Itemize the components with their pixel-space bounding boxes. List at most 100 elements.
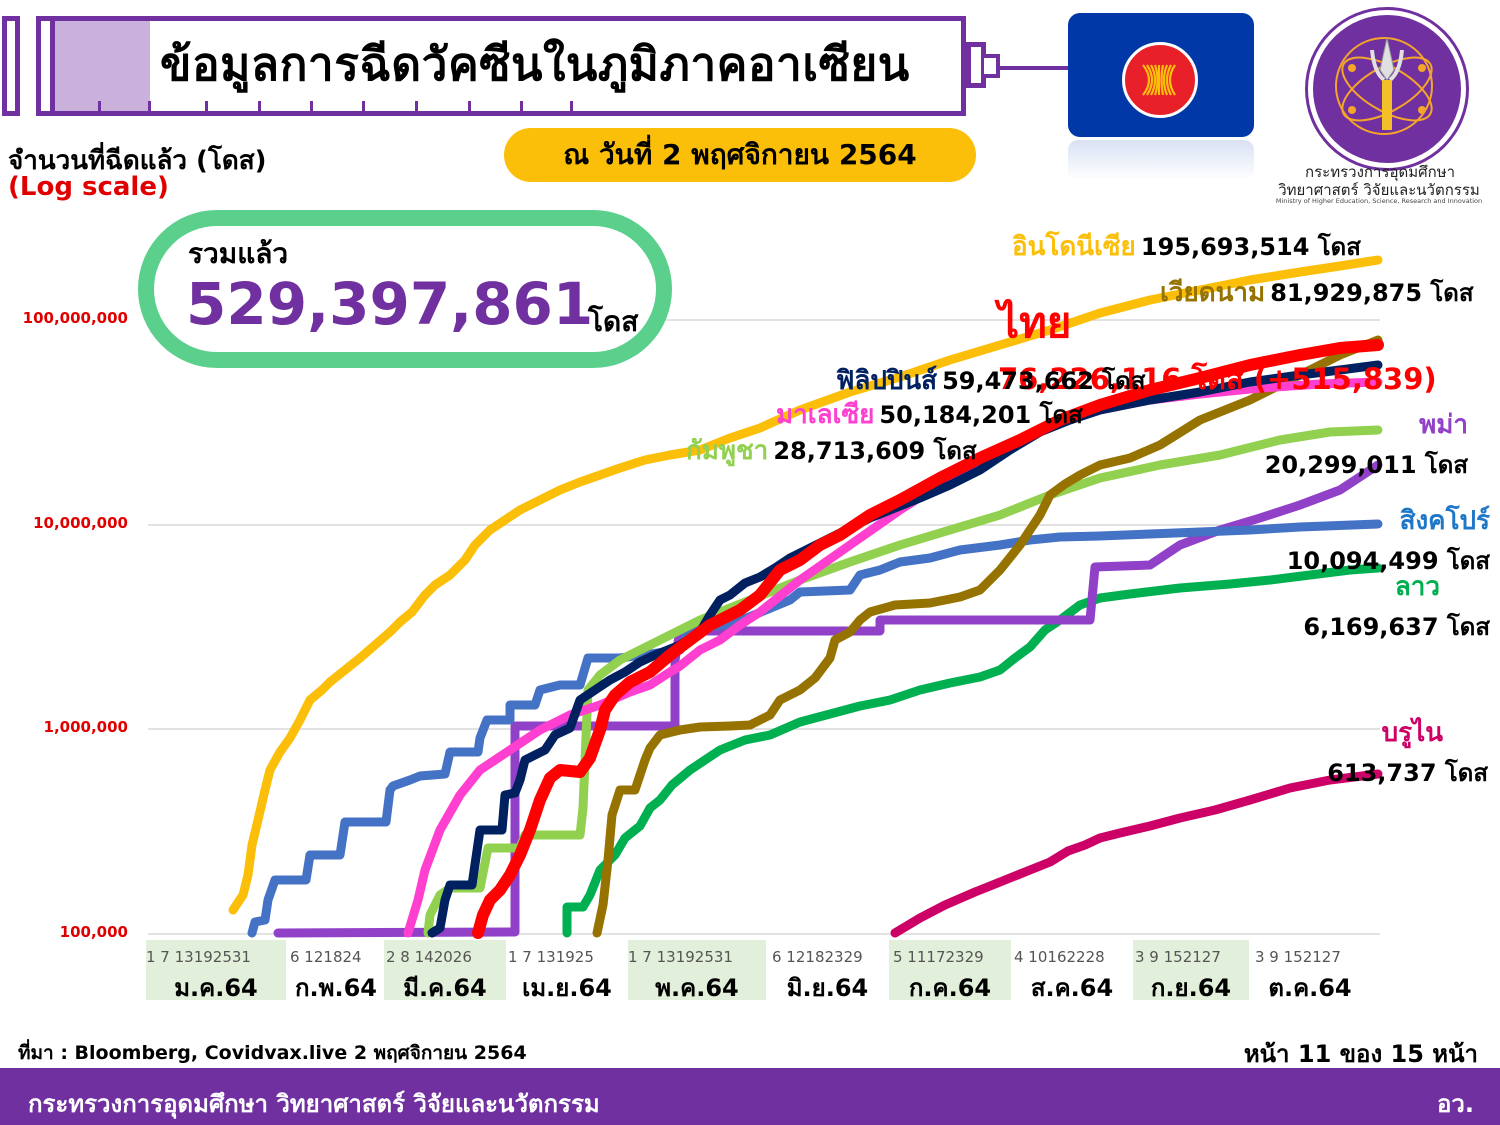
label-philippines-name: ฟิลิปปินส์ bbox=[836, 366, 937, 396]
label-brunei-value: 613,737 โดส bbox=[1327, 759, 1488, 787]
ministry-name-line1: กระทรวงการอุดมศึกษา bbox=[1305, 163, 1455, 181]
syringe-tick bbox=[310, 101, 313, 111]
label-brunei: บรูไน 613,737 โดส bbox=[1327, 712, 1488, 792]
days-jan: 1 7 13192531 bbox=[146, 948, 251, 966]
footer-abbr: อว. bbox=[1436, 1090, 1474, 1118]
month-band-sep bbox=[1133, 940, 1249, 1000]
y-tick-100k: 100,000 bbox=[59, 923, 128, 941]
month-label-feb: ก.พ.64 bbox=[295, 974, 377, 1002]
source-note: ที่มา : Bloomberg, Covidvax.live 2 พฤศจิ… bbox=[18, 1042, 527, 1064]
asean-emblem-icon bbox=[1122, 42, 1198, 118]
page-title: ข้อมูลการฉีดวัคซีนในภูมิภาคอาเซียน bbox=[160, 37, 910, 91]
days-apr: 1 7 131925 bbox=[508, 948, 594, 966]
month-label-apr: เม.ย.64 bbox=[522, 974, 612, 1002]
label-thailand: ไทย 76,226,116 โดส (+515,839) bbox=[998, 290, 1500, 402]
series-line-vietnam bbox=[592, 335, 1383, 938]
month-band-may bbox=[628, 940, 766, 1000]
month-band-mar bbox=[384, 940, 506, 1000]
days-jul: 5 11172329 bbox=[893, 948, 984, 966]
label-malaysia-value: 50,184,201 โดส bbox=[879, 401, 1083, 429]
y-tick-10m: 10,000,000 bbox=[33, 514, 128, 532]
series-line-indonesia bbox=[228, 255, 1383, 915]
syringe-tip bbox=[984, 54, 1000, 78]
month-label-jan: ม.ค.64 bbox=[174, 974, 258, 1002]
total-doses-label: รวมแล้ว bbox=[188, 237, 289, 270]
total-doses-value: 529,397,861 bbox=[186, 270, 594, 338]
ministry-name-en: Ministry of Higher Education, Science, R… bbox=[1275, 197, 1483, 205]
label-singapore: สิงคโปร์ 10,094,499 โดส bbox=[1287, 500, 1490, 580]
syringe-tick bbox=[570, 101, 573, 111]
label-indonesia: อินโดนีเซีย 195,693,514 โดส bbox=[1012, 226, 1361, 267]
syringe-body bbox=[36, 16, 966, 116]
label-laos-name: ลาว bbox=[1394, 572, 1440, 602]
syringe-tick bbox=[415, 101, 418, 111]
footer-ministry: กระทรวงการอุดมศึกษา วิทยาศาสตร์ วิจัยและ… bbox=[28, 1090, 600, 1118]
label-myanmar: พม่า 20,299,011 โดส bbox=[1265, 404, 1468, 484]
logo-orbit bbox=[1335, 37, 1433, 135]
label-malaysia: มาเลเซีย 50,184,201 โดส bbox=[776, 394, 1083, 435]
series-line-laos bbox=[562, 563, 1383, 938]
series-line-thailand bbox=[472, 339, 1384, 939]
label-laos-value: 6,169,637 โดส bbox=[1303, 613, 1490, 641]
syringe-tick bbox=[520, 101, 523, 111]
days-feb: 6 121824 bbox=[290, 948, 362, 966]
label-vietnam-value: 81,929,875 โดส bbox=[1270, 279, 1474, 307]
label-myanmar-name: พม่า bbox=[1419, 410, 1468, 440]
label-thailand-value: 76,226,116 โดส (+515,839) bbox=[998, 362, 1437, 396]
syringe-cap bbox=[2, 16, 20, 116]
label-malaysia-name: มาเลเซีย bbox=[776, 400, 875, 430]
label-cambodia-value: 28,713,609 โดส bbox=[773, 437, 977, 465]
month-label-may: พ.ค.64 bbox=[655, 974, 739, 1002]
month-label-sep: ก.ย.64 bbox=[1150, 974, 1232, 1002]
syringe-tick bbox=[98, 101, 101, 111]
days-jun: 6 12182329 bbox=[772, 948, 863, 966]
label-indonesia-name: อินโดนีเซีย bbox=[1012, 232, 1136, 262]
page-indicator: หน้า 11 ของ 15 หน้า bbox=[1243, 1040, 1478, 1068]
syringe-tick bbox=[362, 101, 365, 111]
total-doses-panel bbox=[138, 210, 672, 368]
flag-reflection bbox=[1068, 140, 1254, 180]
syringe-tick bbox=[205, 101, 208, 111]
y-tick-100m: 100,000,000 bbox=[22, 309, 128, 327]
label-vietnam-name: เวียดนาม bbox=[1160, 278, 1266, 308]
y-axis-title: จำนวนที่ฉีดแล้ว (โดส) bbox=[8, 146, 267, 176]
series-line-myanmar bbox=[273, 460, 1383, 938]
ministry-name-line2: วิทยาศาสตร์ วิจัยและนวัตกรรม bbox=[1278, 181, 1480, 199]
y-axis-scale-note: (Log scale) bbox=[8, 172, 169, 202]
label-cambodia-name: กัมพูชา bbox=[686, 436, 769, 466]
syringe-fill bbox=[50, 21, 150, 111]
label-thailand-name: ไทย bbox=[998, 298, 1072, 347]
syringe-tick bbox=[148, 101, 151, 111]
month-label-jul: ก.ค.64 bbox=[908, 974, 992, 1002]
syringe-hub bbox=[966, 42, 986, 88]
series-line-singapore bbox=[247, 519, 1383, 938]
label-indonesia-value: 195,693,514 โดส bbox=[1140, 233, 1361, 261]
month-band-jul bbox=[889, 940, 1011, 1000]
label-brunei-name: บรูไน bbox=[1381, 718, 1443, 748]
logo-emblem-icon bbox=[1341, 37, 1433, 130]
label-laos: ลาว 6,169,637 โดส bbox=[1303, 566, 1490, 646]
syringe-tick bbox=[258, 101, 261, 111]
label-singapore-name: สิงคโปร์ bbox=[1399, 506, 1490, 536]
days-mar: 2 8 142026 bbox=[386, 948, 472, 966]
series-line-cambodia bbox=[423, 425, 1383, 938]
month-label-aug: ส.ค.64 bbox=[1030, 974, 1114, 1002]
month-label-oct: ต.ค.64 bbox=[1268, 974, 1352, 1002]
as-of-date-badge: ณ วันที่ 2 พฤศจิกายน 2564 bbox=[504, 128, 976, 182]
label-myanmar-value: 20,299,011 โดส bbox=[1264, 451, 1468, 479]
total-doses-unit: โดส bbox=[588, 305, 639, 338]
days-oct: 3 9 152127 bbox=[1255, 948, 1341, 966]
month-label-mar: มี.ค.64 bbox=[403, 974, 487, 1002]
label-philippines-value: 59,473,662 โดส bbox=[942, 367, 1146, 395]
month-band-jan bbox=[146, 940, 286, 1000]
days-aug: 4 10162228 bbox=[1014, 948, 1105, 966]
label-singapore-value: 10,094,499 โดส bbox=[1286, 547, 1490, 575]
series-line-brunei bbox=[890, 769, 1383, 938]
syringe-needle bbox=[1000, 66, 1070, 70]
footer-bar bbox=[0, 1068, 1500, 1125]
month-label-jun: มิ.ย.64 bbox=[786, 974, 869, 1002]
label-philippines: ฟิลิปปินส์ 59,473,662 โดส bbox=[836, 360, 1145, 401]
syringe-tick bbox=[468, 101, 471, 111]
days-sep: 3 9 152127 bbox=[1135, 948, 1221, 966]
